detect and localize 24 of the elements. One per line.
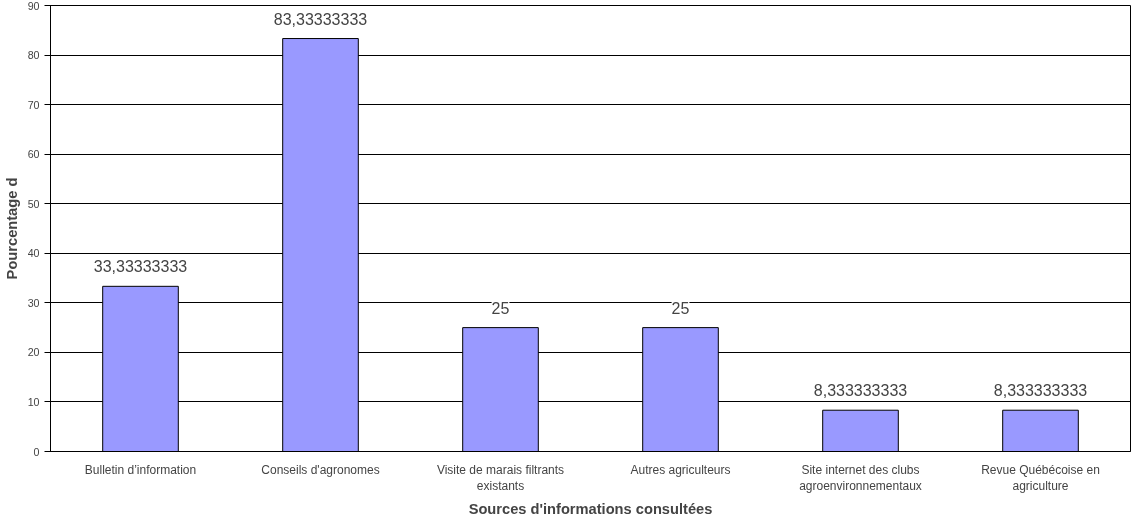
y-tick-label: 60 — [27, 148, 40, 161]
y-tick-label: 30 — [27, 296, 40, 309]
y-tick-label: 40 — [27, 247, 40, 260]
data-label: 83,33333333 — [273, 10, 368, 28]
y-tick-label: 80 — [27, 49, 40, 62]
x-tick-label: Site internet des clubs agroenvironnementaux — [799, 462, 922, 494]
y-tick-label: 70 — [27, 98, 40, 111]
data-label: 25 — [671, 299, 690, 317]
data-label: 8,333333333 — [813, 382, 908, 400]
y-axis-title: Pourcentage d — [3, 177, 20, 280]
y-tick-label: 10 — [27, 395, 40, 408]
data-label: 25 — [491, 299, 510, 317]
x-tick-label: Revue Québécoise en agriculture — [981, 462, 1100, 494]
y-tick-label: 90 — [27, 0, 40, 12]
x-axis-title: Sources d'informations consultées — [468, 501, 713, 518]
y-tick-label: 50 — [27, 197, 40, 210]
y-tick-label: 0 — [33, 445, 40, 458]
x-tick-label: Visite de marais filtrants existants — [436, 462, 565, 494]
x-tick-label: Autres agriculteurs — [630, 462, 731, 477]
y-tick-label: 20 — [27, 346, 40, 359]
x-tick-label: Bulletin d’information — [84, 462, 197, 477]
data-label: 8,333333333 — [993, 382, 1088, 400]
x-tick-label: Conseils d'agronomes — [261, 462, 380, 477]
data-label: 33,33333333 — [93, 258, 188, 276]
